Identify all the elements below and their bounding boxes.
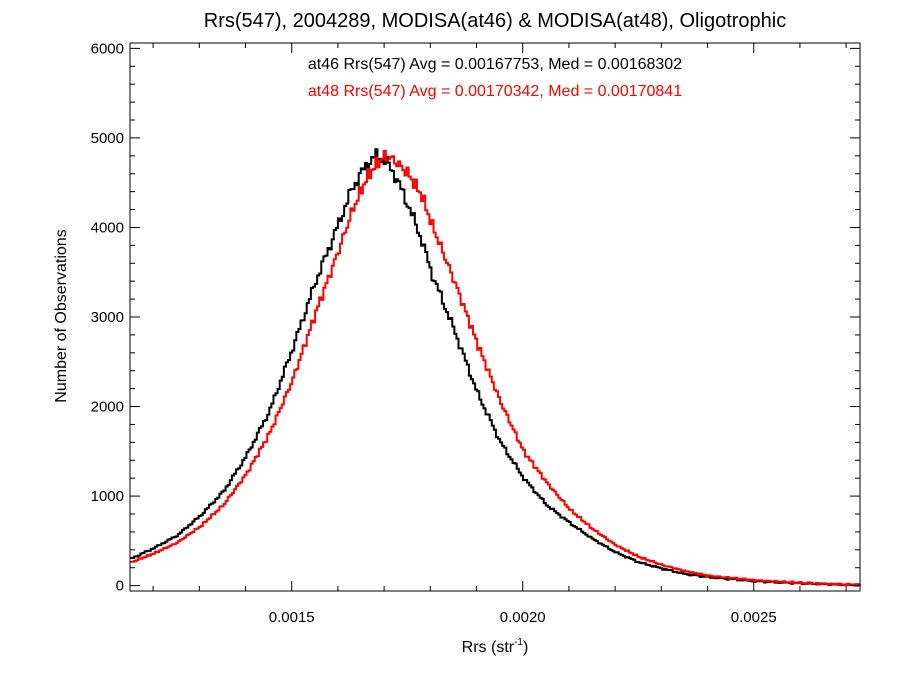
y-tick-label: 2000 [91, 399, 124, 416]
y-tick-label: 0 [116, 578, 124, 595]
y-tick-label: 4000 [91, 219, 124, 236]
series-at46-line [130, 148, 861, 587]
y-tick-label: 5000 [91, 130, 124, 147]
plot-frame [129, 42, 861, 592]
x-tick-label: 0.0020 [500, 609, 546, 626]
y-tick-label: 3000 [91, 309, 124, 326]
x-axis-label-superscript: -1 [514, 637, 523, 648]
x-axis-label-suffix: ) [523, 639, 528, 656]
annotation-at46: at46 Rrs(547) Avg = 0.00167753, Med = 0.… [308, 56, 682, 73]
series-at48-line [130, 149, 861, 587]
x-tick-label: 0.0015 [269, 609, 315, 626]
y-tick-label: 1000 [91, 488, 124, 505]
x-axis-label-main: Rrs (str [462, 639, 515, 656]
x-tick-label: 0.0025 [731, 609, 777, 626]
annotation-at48: at48 Rrs(547) Avg = 0.00170342, Med = 0.… [308, 83, 682, 100]
y-tick-label: 6000 [91, 40, 124, 57]
x-axis-label: Rrs (str-1) [462, 637, 529, 656]
plot-area: 0.0015 0.0020 0.0025 0 1000 2000 3000 4000 5000 6… [91, 40, 861, 626]
series-layer [130, 148, 861, 587]
ticks-layer: 0.0015 0.0020 0.0025 0 1000 2000 3000 4000 5000 6… [91, 40, 860, 626]
y-axis-label: Number of Observations [53, 229, 70, 402]
chart-title: Rrs(547), 2004289, MODISA(at46) & MODISA… [204, 10, 786, 32]
